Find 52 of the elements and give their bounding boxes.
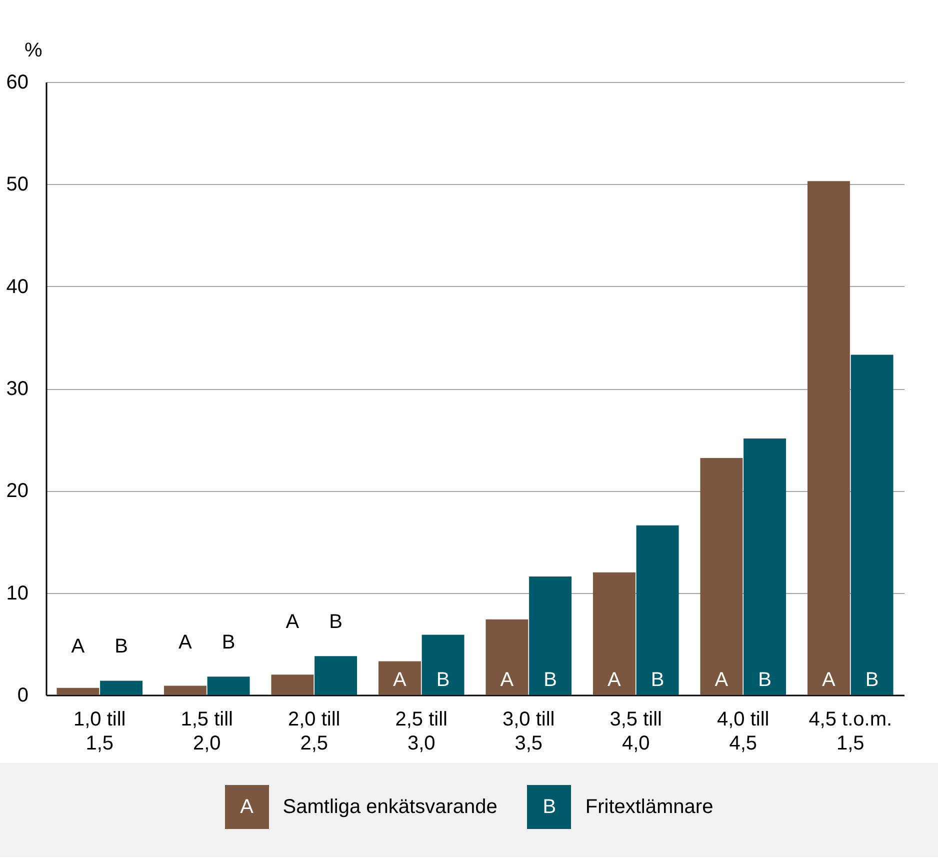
x-tick-label: 1,0 till 1,5 (74, 708, 126, 754)
data-label: A (608, 669, 622, 691)
data-label: B (544, 669, 557, 691)
data-label: B (436, 669, 450, 691)
bar (422, 634, 464, 695)
y-tick-label: 20 (6, 480, 28, 502)
bar (486, 619, 528, 695)
x-tick-label: 2,5 till 3,0 (395, 708, 448, 754)
bar (378, 661, 421, 695)
y-axis-title: % (24, 40, 42, 62)
legend-label: Fritextlämnare (585, 796, 714, 818)
text: B (542, 796, 556, 818)
bar (592, 572, 636, 695)
bar (807, 181, 850, 695)
x-tick-label: 4,0 till 4,5 (717, 708, 770, 754)
text: A (240, 796, 254, 818)
data-label: B (865, 669, 879, 691)
bar (56, 688, 100, 695)
bar (744, 438, 786, 695)
x-tick-label: 4,5 t.o.m. 1,5 (808, 708, 892, 754)
y-tick-label: 40 (6, 276, 28, 298)
data-label: A (500, 669, 514, 691)
y-tick-label: 60 (6, 72, 28, 94)
y-tick-label: 50 (6, 174, 28, 196)
data-label: A (71, 636, 86, 658)
bar (207, 676, 250, 695)
data-label: A (393, 669, 408, 691)
data-label: B (329, 611, 342, 634)
bar (529, 576, 572, 695)
y-tick-label: 30 (6, 378, 28, 400)
legend-label: Samtliga enkätsvarande (282, 796, 498, 818)
x-tick-label: 1,5 till 2,0 (180, 708, 233, 754)
y-tick-label: 10 (6, 582, 28, 604)
data-label: B (758, 669, 772, 691)
data-label: A (714, 669, 729, 691)
data-label: A (178, 632, 193, 654)
bar (271, 674, 314, 695)
data-label: A (822, 669, 836, 691)
bar (700, 458, 743, 695)
bar (636, 525, 679, 695)
bar (164, 686, 206, 695)
bar (100, 680, 143, 695)
y-tick-label: 0 (17, 684, 28, 706)
data-label: B (222, 632, 236, 654)
x-tick-label: 3,0 till 3,5 (502, 708, 555, 754)
data-label: B (114, 636, 128, 658)
bar (314, 656, 358, 695)
bar (850, 354, 894, 695)
x-tick-label: 2,0 till 2,5 (288, 708, 340, 754)
data-label: B (650, 669, 664, 691)
data-label: A (286, 611, 300, 634)
x-tick-label: 3,5 till 4,0 (610, 708, 662, 754)
